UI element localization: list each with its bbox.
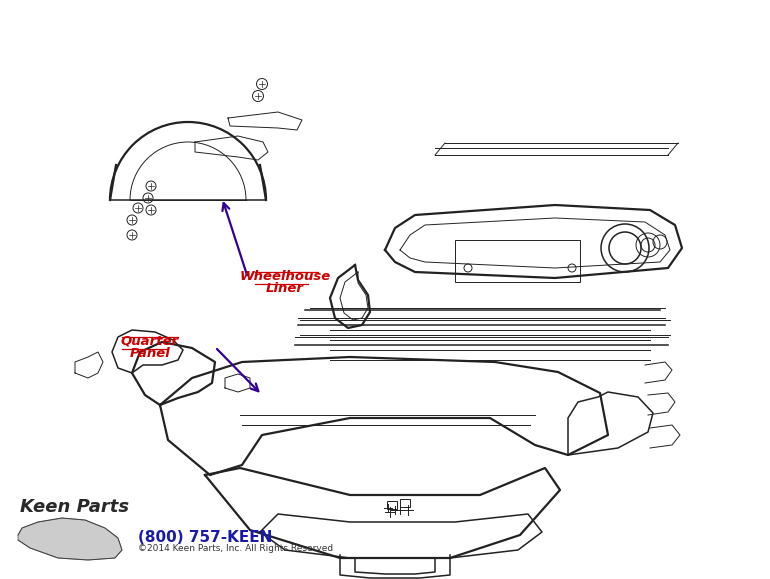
Text: (800) 757-KEEN: (800) 757-KEEN (138, 530, 273, 545)
Polygon shape (18, 518, 122, 560)
Text: Liner: Liner (266, 282, 304, 295)
Text: Quarter: Quarter (121, 335, 179, 348)
Text: ©2014 Keen Parts, Inc. All Rights Reserved: ©2014 Keen Parts, Inc. All Rights Reserv… (138, 544, 333, 553)
Text: Keen Parts: Keen Parts (20, 498, 129, 516)
Text: Wheelhouse: Wheelhouse (239, 270, 330, 283)
Text: Panel: Panel (129, 347, 170, 360)
